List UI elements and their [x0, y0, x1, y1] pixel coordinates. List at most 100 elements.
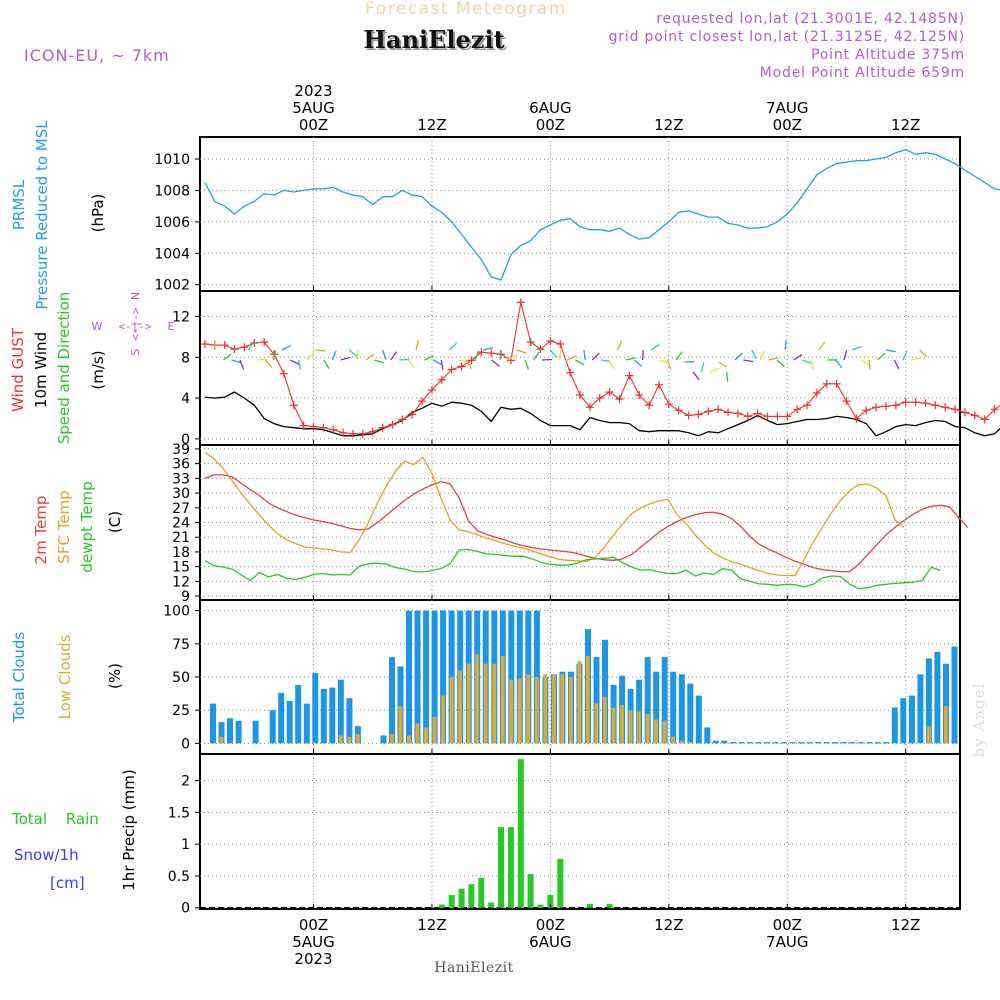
wind-direction-arrow — [725, 371, 729, 382]
bottom-time-label: 7AUG — [766, 933, 808, 951]
wind-direction-arrow — [474, 350, 480, 361]
y-tick-label: 1004 — [154, 246, 190, 262]
footer-location: HaniElezit — [434, 960, 514, 976]
bottom-time-label: 00Z — [299, 916, 328, 934]
precip-bar — [557, 858, 564, 908]
low-clouds-bar — [586, 655, 590, 744]
wind-direction-arrow — [407, 359, 415, 368]
total-clouds-bar — [337, 679, 344, 744]
wind-gust-marker — [576, 391, 584, 400]
wind-direction-arrow — [717, 361, 728, 368]
wind-gust-marker — [497, 350, 506, 359]
bottom-time-label: 5AUG — [292, 933, 334, 951]
wind-direction-arrow — [860, 359, 870, 366]
top-time-label: 6AUG — [529, 99, 571, 117]
wind-direction-arrow — [272, 350, 277, 361]
wind-gust-marker — [803, 401, 812, 410]
wind-direction-arrow — [415, 340, 419, 351]
wind-direction-arrow — [625, 357, 636, 361]
wind-unit: (m/s) — [89, 350, 107, 389]
wind-direction-arrow — [759, 350, 765, 361]
low-clouds-bar — [500, 655, 505, 744]
total-clouds-bar — [900, 698, 907, 744]
total-clouds-bar — [857, 742, 864, 744]
wind-gust-marker — [200, 340, 209, 349]
wind-gust-marker — [951, 405, 960, 414]
wind-gust-marker — [645, 401, 654, 410]
y-tick-label: 100 — [163, 604, 190, 620]
total-clouds-label: Total Clouds — [10, 632, 28, 724]
total-clouds-bar — [704, 727, 711, 744]
product-title: Forecast Meteogram — [365, 0, 567, 19]
precip-bar — [547, 895, 554, 908]
low-clouds-bar — [543, 674, 548, 744]
total-clouds-bar — [917, 674, 924, 744]
wind-gust-marker — [418, 397, 427, 406]
precip-bar — [527, 874, 534, 908]
wind-gust-marker — [881, 402, 890, 411]
total-clouds-bar — [883, 742, 890, 744]
compass-s: S — [129, 348, 142, 355]
total-clouds-bar — [593, 657, 600, 744]
wind-gust-marker — [733, 409, 742, 418]
total-clouds-bar — [934, 651, 941, 744]
wind-gust-marker — [872, 403, 881, 412]
wind-direction-arrow — [264, 359, 273, 368]
wind-gust-marker — [378, 423, 387, 432]
total-clouds-bar — [431, 610, 438, 744]
low-clouds-bar — [407, 735, 411, 744]
wind-direction-arrow — [465, 359, 473, 370]
temp-2m-line — [204, 474, 969, 573]
y-tick-label: 50 — [172, 670, 190, 686]
wind-direction-arrow — [541, 358, 553, 361]
wind-gust-marker — [595, 394, 604, 403]
low-clouds-bar — [603, 696, 607, 744]
compass-we-arrow: <-|-> — [118, 320, 151, 333]
wind-gust-marker — [220, 341, 229, 350]
wind-gust-marker — [546, 336, 555, 345]
total-clouds-bar — [508, 610, 515, 744]
low-clouds-bar — [569, 677, 573, 744]
wind-direction-arrow — [667, 359, 672, 370]
low-clouds-bar — [517, 678, 522, 744]
wind-gust-marker — [862, 406, 871, 415]
y-tick-label: 33 — [172, 471, 190, 487]
wind-gust-marker — [832, 379, 841, 388]
wind-gust-marker — [793, 405, 802, 414]
low-clouds-bar — [492, 663, 497, 744]
pressure-label-prmsl: PRMSL — [10, 179, 28, 230]
wind-gust-marker — [635, 391, 644, 400]
low-clouds-bar — [526, 674, 531, 744]
low-clouds-bar — [449, 677, 454, 744]
wind-gust-marker — [763, 412, 772, 421]
requested-coords: requested lon,lat (21.3001E, 42.1485N) — [656, 11, 965, 27]
wind-direction-arrow — [591, 352, 600, 361]
y-tick-label: 21 — [172, 530, 190, 546]
wind-direction-arrow — [374, 359, 384, 364]
total-clouds-bar — [908, 695, 915, 744]
wind-gust-marker — [260, 337, 269, 346]
total-clouds-bar — [840, 742, 847, 744]
wind-gust-marker — [230, 345, 239, 354]
wind-direction-arrow — [734, 352, 743, 361]
total-clouds-bar — [218, 722, 225, 744]
y-tick-label: 30 — [172, 486, 190, 502]
wind-direction-arrow — [306, 352, 315, 361]
wind-gust-marker — [615, 395, 624, 404]
top-time-label: 00Z — [299, 116, 328, 134]
total-clouds-bar — [866, 742, 873, 744]
compass-n: N — [129, 292, 142, 300]
wind-gust-marker — [674, 406, 683, 415]
total-clouds-bar — [670, 671, 677, 744]
total-clouds-bar — [678, 674, 685, 744]
point-altitude: Point Altitude 375m — [811, 47, 965, 63]
wind-gust-marker — [773, 412, 782, 421]
total-clouds-bar — [798, 742, 805, 744]
wind-gust-marker — [289, 401, 298, 410]
low-clouds-bar — [466, 663, 471, 744]
total-clouds-bar — [303, 703, 310, 744]
wind-direction-arrow — [281, 345, 292, 351]
total-clouds-bar — [695, 695, 702, 744]
precip-unit: 1hr Precip (mm) — [120, 769, 138, 890]
wind-gust-label: Wind GUST — [9, 327, 27, 412]
